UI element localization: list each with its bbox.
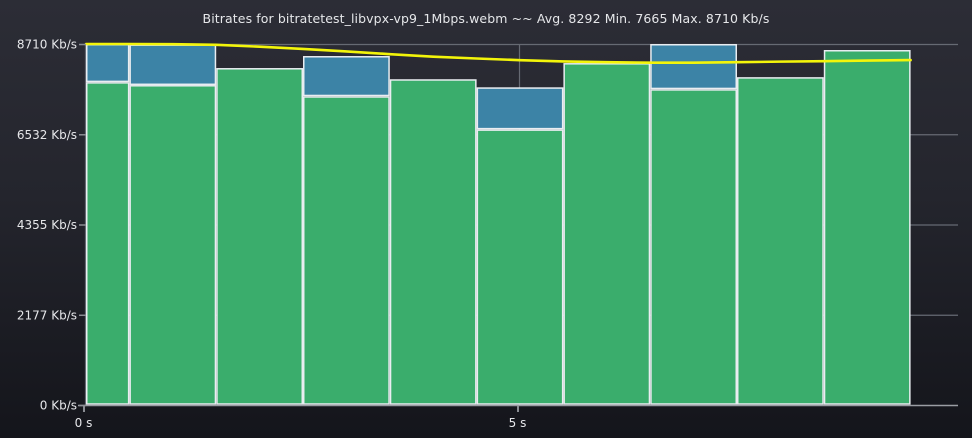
bar-top-segment [86,44,130,83]
bar-base-segment [737,77,824,405]
bar-base-segment [86,82,130,405]
x-tick-label: 5 s [509,416,527,430]
bar-top-segment [303,56,390,97]
y-tick-label: 0 Kb/s [40,399,77,413]
x-tick-label: 0 s [75,416,93,430]
bar-base-segment [563,63,651,405]
y-tick-label: 6532 Kb/s [17,128,77,142]
bar-base-segment [650,89,738,405]
bar-base-segment [476,129,564,405]
bar-base-segment [216,68,303,405]
bar-top-segment [476,87,564,130]
average-line [84,42,912,64]
bar-top-segment [650,44,738,90]
y-tick-label: 8710 Kb/s [17,38,77,52]
y-tick-label: 4355 Kb/s [17,218,77,232]
bar-base-segment [129,85,217,405]
bar-top-segment [129,44,217,86]
bar-base-segment [389,79,477,405]
y-tick-label: 2177 Kb/s [17,308,77,322]
bar-base-segment [303,96,390,405]
chart-title: Bitrates for bitratetest_libvpx-vp9_1Mbp… [202,11,770,26]
bar-base-segment [823,50,911,405]
